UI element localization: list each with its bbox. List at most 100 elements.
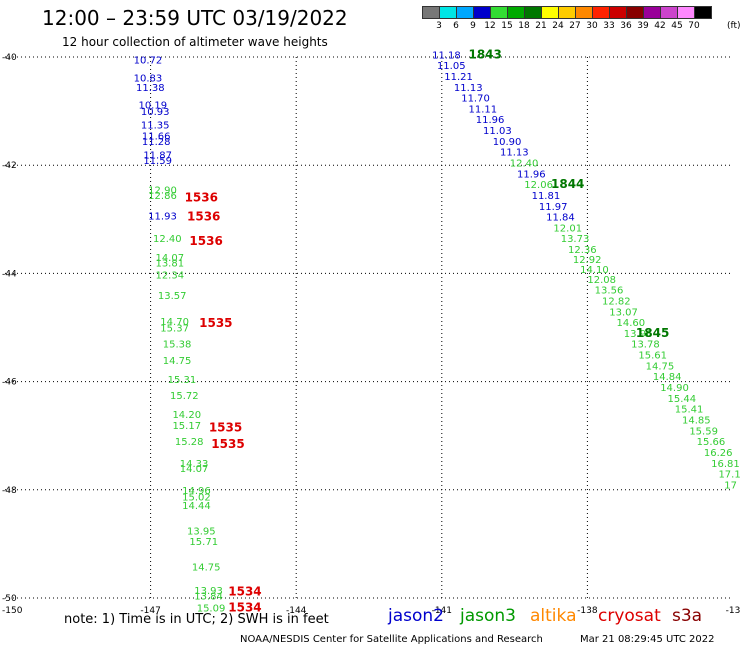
wave-height-value: 15.44 [667,394,696,405]
wave-height-value: 14.07 [180,464,209,475]
colorbar-label: 3 [436,21,442,31]
pass-time-label: 1845 [636,326,669,340]
pass-time-label: 1535 [209,421,242,435]
wave-height-value: 13.84 [194,591,223,602]
wave-height-value: 12.90 [148,186,177,197]
wave-height-value: 10.72 [134,56,163,67]
pass-time-label: 1534 [228,601,261,615]
wave-height-value: 14.84 [653,372,682,383]
wave-height-value: 11.28 [142,137,171,148]
wave-height-value: 11.05 [437,61,466,72]
wave-height-value: 14.60 [617,318,646,329]
wave-height-value: 14.90 [660,383,689,394]
wave-height-value: 14.70 [160,317,189,328]
wave-height-value: 15.28 [175,437,204,448]
colorbar-label: 45 [671,21,683,31]
wave-height-value: 10.90 [493,137,522,148]
colorbar-label: 9 [470,21,476,31]
wave-height-value: 10.19 [138,101,167,112]
map-title: 12:00 – 23:59 UTC 03/19/2022 [42,6,348,30]
wave-height-value: 15.66 [697,437,726,448]
wave-height-value: 12.40 [510,158,539,169]
wave-height-value: 11.96 [476,115,505,126]
colorbar-label: 33 [603,21,615,31]
wave-height-value: 11.35 [141,121,170,132]
wave-height-value: 11.93 [148,212,177,223]
latitude-tick-label: -50 [2,594,17,604]
colorbar-unit: (ft) [727,21,740,31]
wave-height-value: 15.38 [163,340,192,351]
wave-height-value: 12.08 [587,275,616,286]
wave-height-value: 14.75 [192,563,221,574]
longitude-tick-label: -144 [286,606,307,616]
wave-height-value: 13.57 [158,291,187,302]
wave-height-value: 15.41 [675,405,704,416]
wave-height-value: 15.02 [182,492,211,503]
wave-height-value: 11.13 [500,148,529,159]
colorbar-label: 42 [654,21,666,31]
longitude-tick-label: -147 [140,606,160,616]
wave-height-value: 11.70 [461,94,490,105]
wave-height-value: 11.03 [483,126,512,137]
wave-height-value: 14.75 [163,356,192,367]
wave-height-value: 11.97 [539,202,568,213]
colorbar-label: 27 [569,21,581,31]
longitude-tick-label: -150 [2,606,23,616]
wave-height-colorbar [422,6,712,19]
wave-height-value: 13.96 [624,329,653,340]
colorbar-label: 21 [535,21,547,31]
pass-time-label: 1535 [211,437,244,451]
pass-time-label: 1843 [468,47,501,61]
wave-height-value: 12.40 [153,234,182,245]
wave-height-value: 12.36 [568,245,597,256]
wave-height-value: 13.56 [595,286,624,297]
colorbar-label: 18 [518,21,530,31]
colorbar-label: 12 [484,21,496,31]
legend-jason3: jason3 [460,606,516,626]
legend-s3a: s3a [672,606,703,626]
wave-height-value: 12.82 [602,296,631,307]
wave-height-value: 12.92 [573,255,602,266]
wave-height-value: 15.59 [689,426,718,437]
legend-cryosat: cryosat [598,606,661,626]
legend-jason2: jason2 [388,606,444,626]
wave-height-value: 14.20 [172,410,201,421]
colorbar-swatch [694,6,712,19]
longitude-tick-label: -138 [577,606,598,616]
longitude-tick-label: -141 [432,606,452,616]
wave-height-value: 14.44 [182,501,211,512]
wave-height-value: 13.95 [187,526,216,537]
wave-height-value: 14.07 [155,253,184,264]
wave-height-value: 15.31 [168,375,197,386]
wave-height-value: 16.81 [711,459,740,470]
wave-height-value: 15.09 [197,604,226,615]
wave-height-value: 12.34 [155,270,184,281]
wave-height-value: 11.87 [143,150,172,161]
longitude-tick-label: -13 [726,606,740,616]
wave-height-value: 12.06 [524,180,553,191]
pass-time-label: 1536 [189,234,222,248]
wave-height-value: 13.07 [609,307,638,318]
colorbar-label: 39 [637,21,649,31]
wave-height-value: 15.17 [172,421,201,432]
wave-height-value: 12.86 [148,191,177,202]
wave-height-value: 11.66 [142,131,171,142]
wave-height-value: 14.85 [682,415,711,426]
wave-height-value: 11.13 [454,83,483,94]
wave-height-value: 12.01 [553,223,582,234]
wave-height-value: 14.75 [646,361,675,372]
wave-height-value: 10.83 [134,74,163,85]
wave-height-value: 17 [724,480,737,491]
wave-height-value: 11.84 [546,213,575,224]
footer-note: note: 1) Time is in UTC; 2) SWH is in fe… [64,612,329,627]
wave-height-value: 16.26 [704,448,733,459]
legend-altika: altika [530,606,577,626]
colorbar-label: 30 [586,21,598,31]
colorbar-label: 24 [552,21,564,31]
wave-height-value: 15.61 [638,351,667,362]
wave-height-value: 11.18 [432,50,461,61]
wave-height-value: 17.1 [718,470,740,481]
wave-height-value: 11.96 [517,169,546,180]
